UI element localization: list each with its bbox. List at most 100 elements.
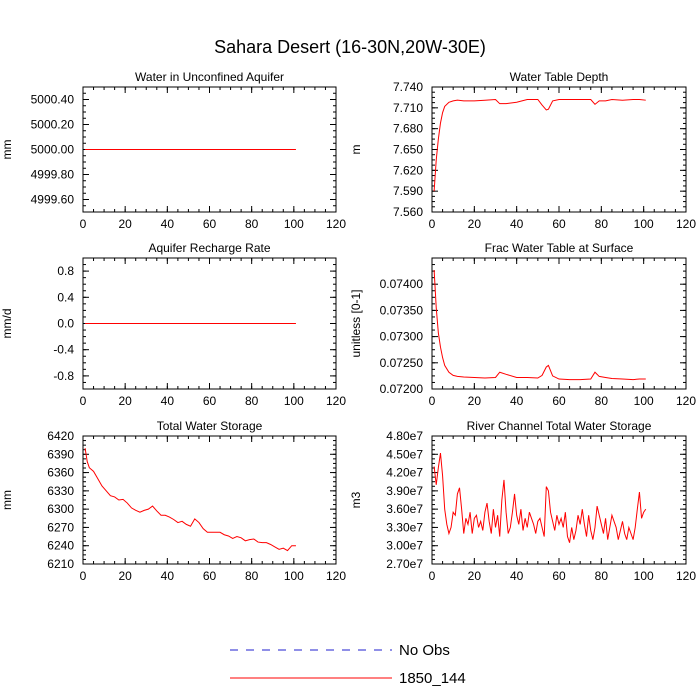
x-tick-label: 120 [676,394,696,408]
x-tick-label: 20 [118,569,132,583]
y-tick-label: 7.560 [393,205,423,219]
x-tick-label: 0 [80,569,87,583]
x-tick-label: 60 [203,217,217,231]
x-tick-label: 120 [326,569,346,583]
y-axis-label: mm [0,490,14,510]
x-tick-label: 100 [284,394,304,408]
x-tick-label: 0 [429,394,436,408]
y-tick-label: 4.20e7 [386,466,423,480]
y-axis-label: m [349,145,363,155]
x-tick-label: 120 [676,217,696,231]
y-tick-label: -0.8 [53,369,74,383]
panel-title: Total Water Storage [157,419,263,433]
y-tick-label: -0.4 [53,343,74,357]
figure-title: Sahara Desert (16-30N,20W-30E) [214,37,486,57]
plot-frame [431,257,687,390]
x-tick-label: 80 [595,394,609,408]
y-tick-label: 7.740 [393,80,423,94]
y-axis-label: m3 [349,491,363,508]
x-tick-label: 80 [595,217,609,231]
y-tick-label: 2.70e7 [386,557,423,571]
x-tick-label: 60 [552,569,566,583]
series-line-1850_144 [433,452,647,543]
y-tick-label: 4999.60 [31,193,75,207]
x-tick-label: 100 [634,569,654,583]
x-tick-label: 40 [161,217,175,231]
panel-title: Frac Water Table at Surface [485,241,634,255]
y-tick-label: 6330 [47,484,74,498]
series-line-1850_144 [433,98,646,192]
x-tick-label: 20 [118,217,132,231]
y-tick-label: 6210 [47,557,74,571]
y-tick-label: 7.620 [393,163,423,177]
x-tick-label: 80 [595,569,609,583]
legend-label: 1850_144 [399,670,466,687]
x-tick-label: 40 [510,217,524,231]
y-tick-label: 5000.00 [31,143,75,157]
plot-frame [82,257,337,390]
x-tick-label: 40 [161,394,175,408]
x-tick-label: 100 [634,217,654,231]
y-tick-label: 0.07300 [380,330,424,344]
x-tick-label: 60 [552,394,566,408]
y-tick-label: 0.0 [57,317,74,331]
y-tick-label: 5000.20 [31,118,75,132]
y-tick-label: 3.30e7 [386,520,423,534]
x-tick-label: 40 [510,394,524,408]
x-tick-label: 20 [468,217,482,231]
y-tick-label: 3.00e7 [386,539,423,553]
x-tick-label: 120 [326,217,346,231]
legend: No Obs 1850_144 [230,642,466,687]
y-tick-label: 7.680 [393,122,423,136]
y-tick-label: 3.60e7 [386,502,423,516]
x-tick-label: 0 [429,569,436,583]
x-tick-label: 100 [284,217,304,231]
y-tick-label: 7.590 [393,184,423,198]
panel-title: Aquifer Recharge Rate [148,241,270,255]
chart-panel-5: Total Water Storage 0 20 40 60 80 100 120 6210 62… [0,419,346,583]
legend-label: No Obs [399,642,450,659]
x-tick-label: 60 [203,394,217,408]
y-tick-label: 4.80e7 [386,429,423,443]
y-tick-label: 4.50e7 [386,447,423,461]
x-tick-label: 60 [552,217,566,231]
series-line-1850_144 [433,270,646,381]
y-tick-label: 0.07250 [380,356,424,370]
plot-frame [82,435,337,565]
x-tick-label: 80 [245,394,259,408]
y-tick-label: 6270 [47,520,74,534]
y-tick-label: 6300 [47,502,74,516]
x-tick-label: 0 [80,217,87,231]
y-tick-label: 5000.40 [31,93,75,107]
panel-title: Water Table Depth [510,70,609,84]
x-tick-label: 100 [284,569,304,583]
x-tick-label: 20 [468,394,482,408]
x-tick-label: 100 [634,394,654,408]
x-tick-label: 40 [510,569,524,583]
x-tick-label: 80 [245,569,259,583]
x-tick-label: 0 [80,394,87,408]
y-tick-label: 0.07400 [380,277,424,291]
x-tick-label: 120 [326,394,346,408]
x-tick-label: 60 [203,569,217,583]
y-tick-label: 0.07350 [380,303,424,317]
y-axis-label: mm [0,140,14,160]
y-tick-label: 4999.80 [31,168,75,182]
chart-panel-6: River Channel Total Water Storage 0 20 40 60… [349,419,696,583]
legend-item: No Obs [230,642,450,659]
y-tick-label: 0.8 [57,264,74,278]
x-tick-label: 0 [429,217,436,231]
x-tick-label: 20 [118,394,132,408]
y-tick-label: 0.07200 [380,382,424,396]
legend-item: 1850_144 [230,670,466,687]
y-tick-label: 7.710 [393,101,423,115]
y-tick-label: 6240 [47,539,74,553]
series-line-1850_144 [84,448,296,552]
chart-panel-1: Water in Unconfined Aquifer 0 20 40 60 80 100 1… [0,70,346,231]
chart-panel-3: Aquifer Recharge Rate 0 20 40 60 80 100 120 -0.8… [0,241,346,408]
plot-frame [431,435,687,565]
plot-frame [431,86,687,213]
y-axis-label: mm/d [0,309,14,339]
x-tick-label: 120 [676,569,696,583]
